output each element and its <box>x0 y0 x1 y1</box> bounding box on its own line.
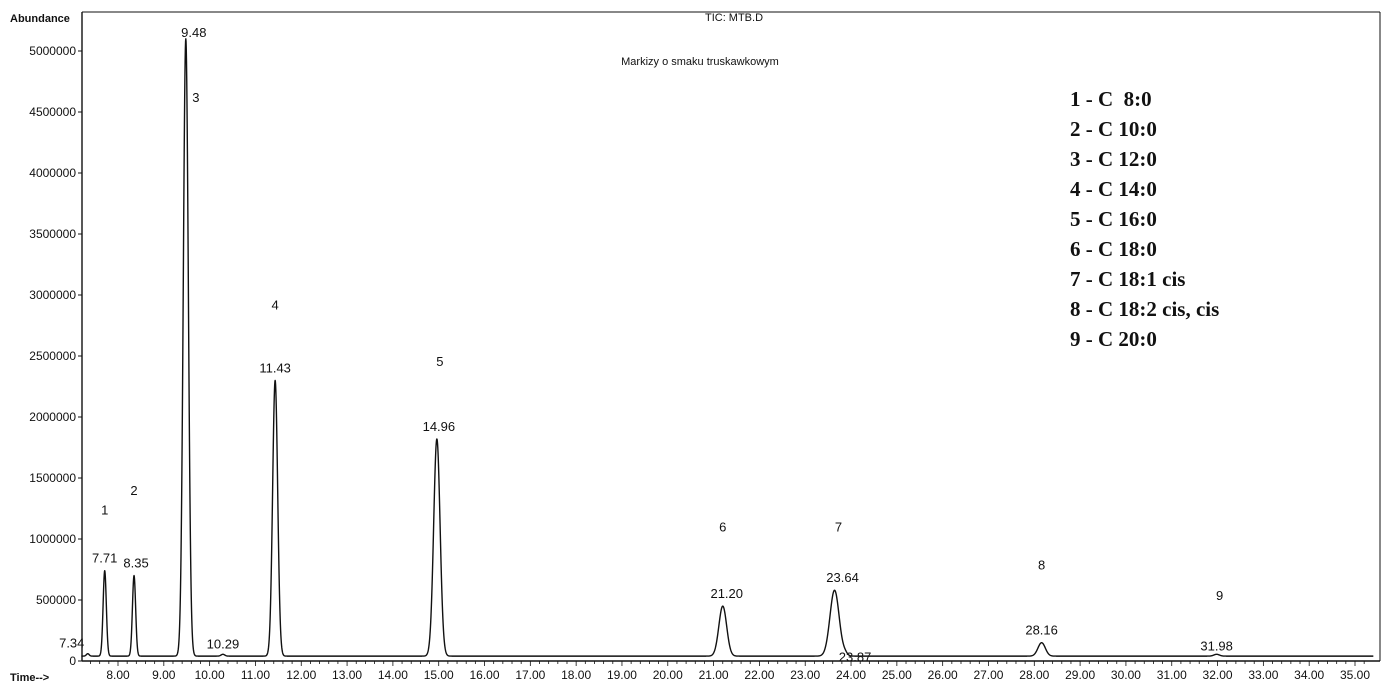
peak-rt-label: 10.29 <box>207 636 240 651</box>
legend-entry: 8 - C 18:2 cis, cis <box>1070 297 1219 321</box>
peak-number-label: 5 <box>436 354 443 369</box>
x-tick-label: 9.00 <box>152 668 176 682</box>
legend-entry: 7 - C 18:1 cis <box>1070 267 1185 291</box>
peak-rt-label: 8.35 <box>123 556 148 571</box>
peak-number-label: 2 <box>130 483 137 498</box>
y-tick-label: 0 <box>69 654 76 668</box>
x-tick-label: 18.00 <box>561 668 591 682</box>
peak-number-label: 9 <box>1216 588 1223 603</box>
x-tick-label: 11.00 <box>241 668 270 682</box>
x-tick-label: 12.00 <box>286 668 316 682</box>
peak-rt-label: 21.20 <box>710 586 743 601</box>
x-tick-label: 16.00 <box>470 668 500 682</box>
y-tick-label: 3000000 <box>29 288 76 302</box>
y-tick-label: 4000000 <box>29 166 76 180</box>
y-tick-label: 2500000 <box>29 349 76 363</box>
y-tick-label: 3500000 <box>29 227 76 241</box>
x-tick-label: 22.00 <box>744 668 774 682</box>
compound-legend: 1 - C 8:0 2 - C 10:0 3 - C 12:0 4 - C 14:0 5… <box>1070 87 1219 351</box>
x-tick-label: 19.00 <box>607 668 637 682</box>
x-tick-label: 21.00 <box>699 668 729 682</box>
legend-entry: 5 - C 16:0 <box>1070 207 1157 231</box>
peak-number-label: 3 <box>192 90 199 105</box>
x-tick-label: 32.00 <box>1203 668 1233 682</box>
axes-frame: 0 500000 1000000 1500000 2000000 2500000 30000… <box>29 11 1381 682</box>
x-tick-label: 14.00 <box>378 668 408 682</box>
x-tick-label: 31.00 <box>1157 668 1187 682</box>
x-tick-label: 24.00 <box>836 668 866 682</box>
peak-rt-label: 9.48 <box>181 25 206 40</box>
x-tick-label: 33.00 <box>1248 668 1278 682</box>
legend-entry: 3 - C 12:0 <box>1070 147 1157 171</box>
peak-rt-label: 7.71 <box>92 551 117 566</box>
x-tick-label: 29.00 <box>1065 668 1095 682</box>
y-tick-label: 2000000 <box>29 410 76 424</box>
y-tick-label: 1500000 <box>29 471 76 485</box>
peak-rt-label: 23.87 <box>839 650 872 665</box>
peak-label-layer: 7.34 7.71 1 8.35 2 9.48 3 10.29 11.43 4 14.96 5 21.2… <box>59 25 1233 665</box>
peak-rt-label: 11.43 <box>259 360 291 375</box>
x-tick-label: 23.00 <box>790 668 820 682</box>
y-tick-label: 5000000 <box>29 44 76 58</box>
y-tick-label: 4500000 <box>29 105 76 119</box>
x-tick-label: 30.00 <box>1111 668 1141 682</box>
x-tick-label: 20.00 <box>653 668 683 682</box>
peak-rt-label: 7.34 <box>59 636 84 651</box>
peak-number-label: 6 <box>719 520 726 535</box>
peak-number-label: 7 <box>835 520 842 535</box>
tic-trace-layer <box>80 38 1374 657</box>
peak-number-label: 4 <box>272 298 279 313</box>
legend-entry: 1 - C 8:0 <box>1070 87 1152 111</box>
legend-entry: 6 - C 18:0 <box>1070 237 1157 261</box>
x-tick-label: 28.00 <box>1019 668 1049 682</box>
legend-entry: 2 - C 10:0 <box>1070 117 1157 141</box>
x-tick-label: 34.00 <box>1294 668 1324 682</box>
x-tick-label: 10.00 <box>195 668 225 682</box>
x-axis-caption: Time--> <box>10 672 49 684</box>
x-tick-label: 8.00 <box>106 668 130 682</box>
peak-rt-label: 31.98 <box>1200 638 1233 653</box>
y-tick-label: 1000000 <box>29 532 76 546</box>
y-axis-caption: Abundance <box>10 13 70 25</box>
peak-number-label: 8 <box>1038 558 1045 573</box>
chart-file-title: TIC: MTB.D <box>705 12 763 24</box>
x-tick-label: 25.00 <box>882 668 912 682</box>
peak-number-label: 1 <box>101 503 108 518</box>
y-tick-label: 500000 <box>36 593 76 607</box>
x-tick-label: 27.00 <box>973 668 1003 682</box>
peak-rt-label: 28.16 <box>1025 623 1058 638</box>
legend-entry: 9 - C 20:0 <box>1070 327 1157 351</box>
x-tick-label: 17.00 <box>515 668 545 682</box>
chart-subtitle: Markizy o smaku truskawkowym <box>621 56 779 68</box>
x-tick-label: 15.00 <box>424 668 454 682</box>
peak-rt-label: 23.64 <box>826 570 859 585</box>
peak-rt-label: 14.96 <box>423 419 456 434</box>
x-tick-label: 26.00 <box>928 668 958 682</box>
legend-entry: 4 - C 14:0 <box>1070 177 1157 201</box>
tic-trace-line <box>80 38 1374 657</box>
x-tick-label: 35.00 <box>1340 668 1370 682</box>
x-tick-label: 13.00 <box>332 668 362 682</box>
